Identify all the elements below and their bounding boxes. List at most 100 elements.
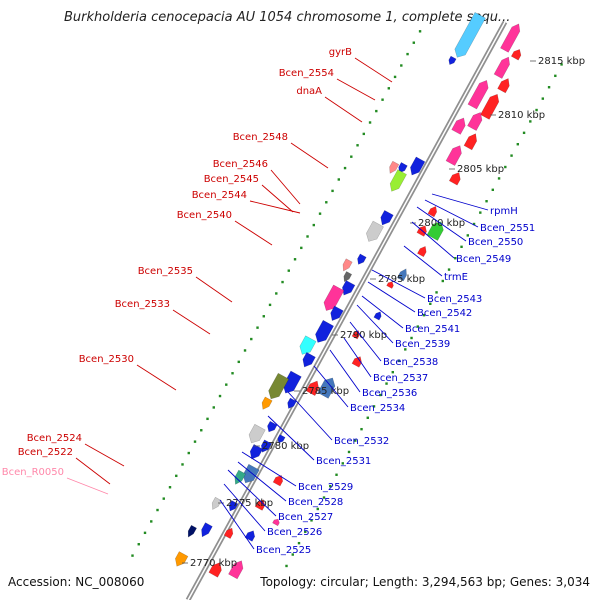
gene-feature[interactable]	[272, 518, 281, 527]
gene-label-right[interactable]: Bcen_2538	[383, 357, 438, 368]
gene-feature[interactable]	[426, 219, 446, 241]
gene-feature[interactable]	[351, 355, 364, 368]
gene-feature[interactable]	[276, 434, 286, 445]
gene-feature[interactable]	[272, 473, 285, 487]
gene-label-right[interactable]: Bcen_2539	[395, 339, 450, 350]
gene-feature[interactable]	[500, 22, 522, 53]
gene-feature[interactable]	[210, 496, 222, 511]
gene-feature[interactable]	[186, 524, 197, 538]
gene-feature[interactable]	[445, 143, 464, 166]
gene-feature[interactable]	[467, 78, 491, 110]
gene-feature[interactable]	[244, 529, 257, 542]
gene-feature[interactable]	[172, 551, 189, 569]
gene-label-right[interactable]: Bcen_2543	[427, 294, 482, 305]
gene-label-right[interactable]: Bcen_2532	[334, 436, 389, 447]
gene-feature[interactable]	[451, 116, 468, 135]
gene-feature[interactable]	[342, 271, 353, 283]
left-leader-line	[354, 57, 393, 83]
gene-label-right[interactable]: Bcen_2527	[278, 512, 333, 523]
gene-label-right[interactable]: Bcen_2542	[417, 308, 472, 319]
gene-feature[interactable]	[297, 335, 317, 358]
gene-feature[interactable]	[328, 305, 344, 323]
gene-label-right[interactable]: Bcen_2551	[480, 223, 535, 234]
gene-feature[interactable]	[265, 420, 278, 434]
gene-label-right[interactable]: Bcen_2537	[373, 373, 428, 384]
gene-feature[interactable]	[510, 47, 523, 61]
gene-label-left[interactable]: Bcen_R0050	[2, 467, 64, 478]
gene-label-left[interactable]: Bcen_2533	[115, 299, 170, 310]
gene-feature[interactable]	[387, 160, 400, 175]
accession-label: Accession:	[8, 575, 72, 589]
gene-label-right[interactable]: trmE	[444, 272, 468, 283]
right-leader-line	[349, 321, 382, 362]
gene-feature[interactable]	[285, 397, 297, 410]
gene-label-left[interactable]: Bcen_2530	[79, 354, 134, 365]
gene-feature[interactable]	[448, 170, 463, 186]
gene-feature[interactable]	[313, 319, 334, 345]
gene-label-right[interactable]: Bcen_2541	[405, 324, 460, 335]
gene-label-left[interactable]: Bcen_2540	[177, 210, 232, 221]
gene-label-left[interactable]: Bcen_2544	[192, 190, 247, 201]
right-leader-line	[424, 199, 479, 228]
gene-label-right[interactable]: Bcen_2536	[362, 388, 417, 399]
gene-label-left[interactable]: dnaA	[296, 86, 322, 97]
gene-feature[interactable]	[266, 372, 290, 402]
gene-label-right[interactable]: Bcen_2526	[267, 527, 322, 538]
gene-feature[interactable]	[493, 55, 512, 79]
gene-label-right[interactable]: Bcen_2529	[298, 482, 353, 493]
guide-dot	[337, 178, 340, 181]
gene-feature[interactable]	[232, 469, 247, 486]
gene-feature[interactable]	[227, 500, 239, 513]
gene-feature[interactable]	[199, 522, 213, 539]
gene-feature[interactable]	[317, 375, 338, 399]
gene-label-right[interactable]: Bcen_2531	[316, 456, 371, 467]
gene-feature[interactable]	[396, 162, 408, 174]
gene-label-left[interactable]: Bcen_2535	[138, 266, 193, 277]
gene-label-right[interactable]: Bcen_2528	[288, 497, 343, 508]
gene-feature[interactable]	[228, 558, 245, 580]
gene-label-left[interactable]: gyrB	[329, 47, 352, 58]
gene-feature[interactable]	[321, 284, 345, 314]
gene-feature[interactable]	[480, 92, 501, 120]
gene-label-right[interactable]: Bcen_2534	[350, 403, 405, 414]
gene-label-left[interactable]: Bcen_2545	[204, 174, 259, 185]
guide-dot	[256, 326, 259, 329]
gene-feature[interactable]	[223, 526, 235, 539]
gene-feature[interactable]	[373, 310, 383, 321]
gene-label-left[interactable]: Bcen_2548	[233, 132, 288, 143]
gene-feature[interactable]	[340, 258, 353, 273]
gene-feature[interactable]	[497, 76, 513, 94]
gene-feature[interactable]	[305, 379, 321, 396]
gene-feature[interactable]	[407, 156, 426, 178]
gene-label-left[interactable]: Bcen_2554	[279, 68, 334, 79]
gene-feature[interactable]	[417, 245, 428, 258]
gene-feature[interactable]	[396, 267, 409, 282]
gene-feature[interactable]	[386, 280, 395, 289]
gene-feature[interactable]	[452, 12, 486, 60]
gene-feature[interactable]	[463, 132, 480, 151]
gene-label-left[interactable]: Bcen_2524	[27, 433, 82, 444]
gene-feature[interactable]	[387, 169, 407, 194]
gene-label-left[interactable]: Bcen_2522	[18, 447, 73, 458]
gene-label-right[interactable]: rpmH	[490, 206, 518, 217]
gene-feature[interactable]	[208, 560, 224, 578]
gene-feature[interactable]	[378, 210, 394, 227]
gene-label-left[interactable]: Bcen_2546	[213, 159, 268, 170]
gene-feature[interactable]	[280, 370, 302, 396]
gene-feature[interactable]	[447, 55, 457, 66]
guide-dot	[341, 462, 344, 465]
gene-label-right[interactable]: Bcen_2550	[468, 237, 523, 248]
gene-feature[interactable]	[351, 329, 361, 340]
gene-feature[interactable]	[247, 444, 264, 461]
gene-feature[interactable]	[246, 423, 266, 446]
gene-feature[interactable]	[467, 110, 484, 131]
guide-dot	[318, 212, 322, 215]
gene-feature[interactable]	[300, 352, 316, 369]
gene-label-right[interactable]: Bcen_2549	[456, 254, 511, 265]
gene-feature[interactable]	[427, 205, 439, 218]
gene-feature[interactable]	[355, 253, 367, 266]
gene-feature[interactable]	[259, 396, 273, 411]
gene-feature[interactable]	[363, 220, 384, 244]
gene-label-right[interactable]: Bcen_2525	[256, 545, 311, 556]
